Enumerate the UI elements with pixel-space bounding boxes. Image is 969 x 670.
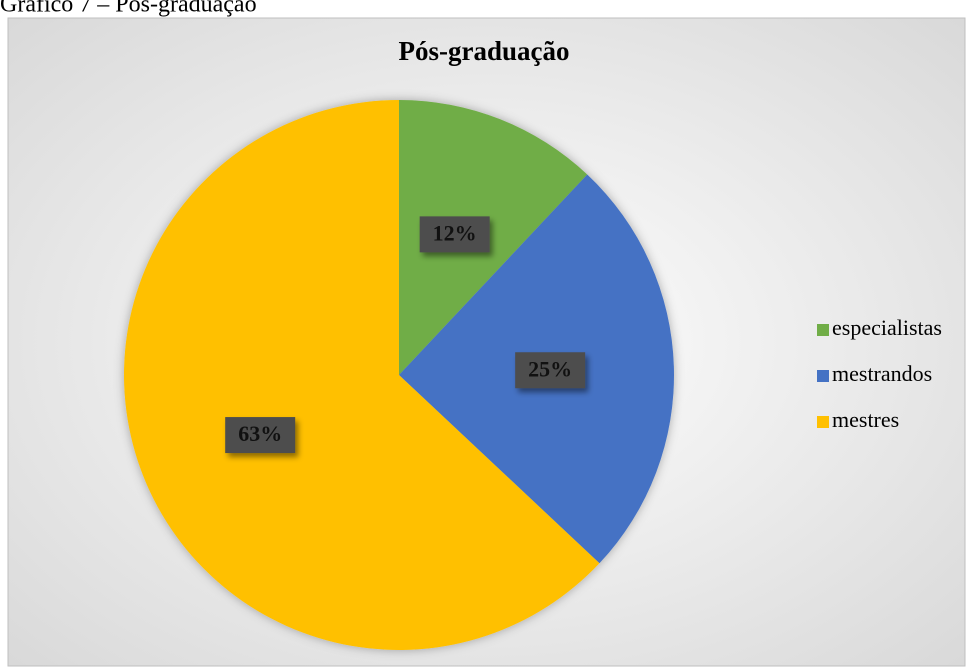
legend-swatch [817, 370, 829, 382]
legend-label: mestrandos [832, 361, 932, 386]
pie-slice [399, 100, 588, 375]
caption: Gráfico 7 – Pós-graduação [0, 0, 257, 18]
pie [124, 100, 674, 650]
data-label: 25% [528, 356, 572, 381]
pie-slice [124, 100, 600, 650]
legend-swatch [817, 324, 829, 336]
data-label: 63% [238, 421, 282, 446]
legend-swatch [817, 416, 829, 428]
data-label: 12% [433, 220, 477, 245]
data-label-box [419, 216, 490, 253]
data-label-box [515, 352, 586, 389]
chart-title: Pós-graduação [399, 36, 570, 66]
legend-label: especialistas [832, 315, 942, 340]
data-label-box [225, 417, 296, 454]
legend-label: mestres [832, 407, 899, 432]
